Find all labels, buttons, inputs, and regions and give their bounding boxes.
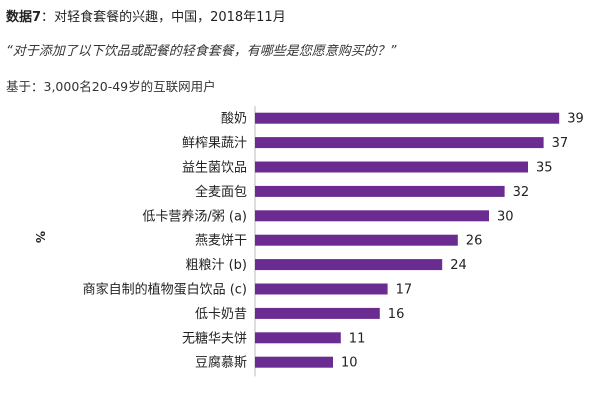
category-label: 酸奶 (221, 112, 247, 127)
bar (255, 137, 544, 149)
bar (255, 259, 443, 271)
bar (255, 185, 505, 197)
value-label: 26 (466, 234, 483, 249)
category-label: 益生菌饮品 (182, 161, 247, 176)
category-label: 豆腐慕斯 (195, 356, 247, 371)
category-label: 无糖华夫饼 (182, 330, 247, 346)
bar (255, 356, 333, 368)
category-label: 低卡奶昔 (195, 307, 247, 322)
category-label: 粗粮汁 (b) (185, 258, 247, 273)
category-label: 商家自制的植物蛋白饮品 (c) (83, 282, 247, 298)
figure-colon: ： (41, 10, 55, 25)
value-label: 17 (396, 283, 413, 298)
value-label: 16 (388, 307, 405, 322)
bar (255, 283, 388, 295)
bar (255, 161, 528, 173)
value-label: 10 (341, 356, 358, 371)
figure-title: 对轻食套餐的兴趣，中国，2018年11月 (54, 10, 286, 25)
category-label: 燕麦饼干 (195, 234, 247, 249)
value-label: 39 (567, 112, 584, 127)
bar (255, 332, 341, 344)
sample-base: 基于：3,000名20-49岁的互联网用户 (6, 79, 216, 94)
bar (255, 210, 489, 222)
value-label: 37 (552, 136, 569, 151)
chart-title: 数据7：对轻食套餐的兴趣，中国，2018年11月 (6, 6, 286, 25)
category-label: 鲜榨果蔬汁 (182, 135, 247, 151)
category-label: 全麦面包 (195, 184, 247, 200)
value-label: 32 (513, 185, 530, 200)
bar (255, 112, 560, 124)
category-label: 低卡营养汤/粥 (a) (142, 208, 247, 224)
value-label: 35 (536, 161, 553, 176)
bar (255, 307, 380, 319)
bar (255, 234, 458, 246)
survey-question: “对于添加了以下饮品或配餐的轻食套餐，有哪些是您愿意购买的？” (6, 44, 397, 59)
value-label: 24 (450, 258, 467, 273)
figure-label: 数据7 (6, 10, 42, 25)
value-label: 30 (497, 209, 514, 224)
value-label: 11 (349, 331, 366, 346)
